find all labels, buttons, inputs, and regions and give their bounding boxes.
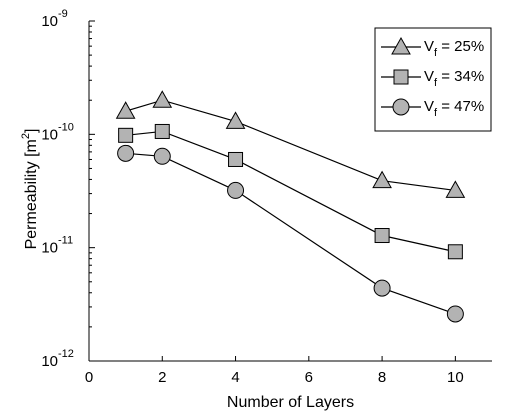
data-point-triangle — [372, 170, 392, 189]
y-tick-exponent: -10 — [58, 121, 74, 133]
data-point-circle — [117, 144, 135, 162]
data-point-triangle — [115, 101, 136, 119]
data-point-circle — [373, 279, 391, 297]
y-tick-label: 10 — [41, 353, 58, 370]
data-point-square — [447, 244, 463, 260]
legend-entry: Vf = 25% — [381, 36, 484, 59]
y-axis-title: Permeability [m2] — [20, 129, 40, 250]
data-point-circle — [446, 305, 464, 323]
y-tick-label: 10 — [41, 126, 58, 143]
legend-entry: Vf = 34% — [381, 68, 484, 89]
y-tick-label: 10 — [41, 13, 58, 30]
legend-marker-square — [393, 69, 409, 85]
y-tick-label: 10 — [41, 240, 58, 257]
legend-label: Vf = 47% — [424, 98, 484, 119]
series-2 — [118, 123, 463, 260]
legend: Vf = 25% Vf = 34% Vf = 47% — [374, 27, 492, 132]
legend-label: Vf = 34% — [424, 68, 484, 89]
data-point-triangle — [445, 180, 466, 198]
legend-label: Vf = 25% — [424, 38, 484, 59]
x-tick-label: 6 — [305, 369, 313, 386]
data-point-triangle — [225, 111, 246, 129]
data-point-square — [118, 127, 134, 143]
data-point-circle — [153, 147, 171, 165]
y-tick-exponent: -12 — [58, 348, 74, 360]
x-tick-label: 2 — [158, 369, 166, 386]
data-point-square — [154, 123, 170, 139]
series-1 — [115, 90, 466, 198]
x-tick-label: 4 — [231, 369, 239, 386]
legend-marker-triangle — [391, 36, 411, 55]
series-line — [125, 152, 456, 315]
x-tick-label: 0 — [85, 369, 93, 386]
x-tick-label: 10 — [447, 369, 464, 386]
y-tick-exponent: -9 — [58, 8, 68, 20]
x-tick-label: 8 — [378, 369, 386, 386]
data-point-square — [228, 151, 244, 167]
data-point-circle — [227, 181, 245, 199]
series-line — [125, 130, 456, 253]
data-point-triangle — [152, 90, 173, 108]
x-axis-title: Number of Layers — [227, 394, 354, 411]
legend-entry: Vf = 47% — [381, 98, 484, 119]
data-point-square — [374, 228, 390, 244]
y-tick-exponent: -11 — [58, 235, 73, 247]
legend-marker-circle — [392, 98, 410, 116]
series-group — [115, 90, 466, 323]
series-3 — [117, 144, 464, 323]
